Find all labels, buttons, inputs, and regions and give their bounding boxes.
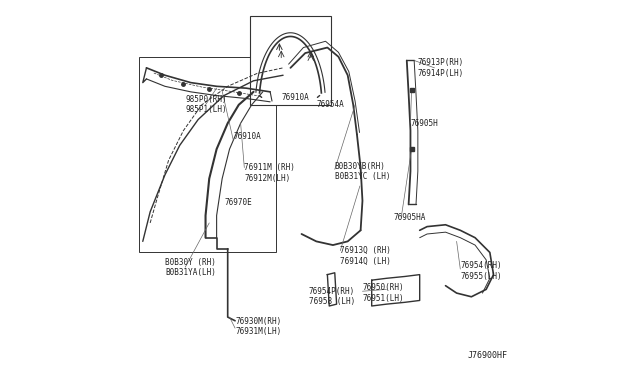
Text: 76970E: 76970E — [224, 198, 252, 207]
Text: 76913P(RH)
76914P(LH): 76913P(RH) 76914P(LH) — [418, 58, 464, 77]
Text: 76905H: 76905H — [410, 119, 438, 128]
Text: B0B30YB(RH)
B0B31YC (LH): B0B30YB(RH) B0B31YC (LH) — [335, 161, 390, 181]
Text: J76900HF: J76900HF — [468, 351, 508, 360]
Text: 985P0(RH)
985P1(LH): 985P0(RH) 985P1(LH) — [185, 95, 227, 115]
Text: 76954P(RH)
76958 (LH): 76954P(RH) 76958 (LH) — [309, 287, 355, 307]
Text: B0B30Y (RH)
B0B31YA(LH): B0B30Y (RH) B0B31YA(LH) — [165, 257, 216, 277]
Text: 76911M (RH)
76912M(LH): 76911M (RH) 76912M(LH) — [244, 163, 295, 183]
Bar — [250, 16, 331, 105]
Text: 76913Q (RH)
76914Q (LH): 76913Q (RH) 76914Q (LH) — [340, 247, 391, 266]
Text: 76950(RH)
76951(LH): 76950(RH) 76951(LH) — [362, 283, 404, 303]
Text: 76910A: 76910A — [281, 93, 309, 102]
Text: 76930M(RH)
76931M(LH): 76930M(RH) 76931M(LH) — [235, 317, 282, 336]
Text: 76905HA: 76905HA — [394, 213, 426, 222]
Text: 76954(RH)
76955(LH): 76954(RH) 76955(LH) — [460, 261, 502, 280]
Text: 76910A: 76910A — [233, 132, 261, 141]
Text: 76954A: 76954A — [316, 100, 344, 109]
Bar — [139, 57, 276, 253]
